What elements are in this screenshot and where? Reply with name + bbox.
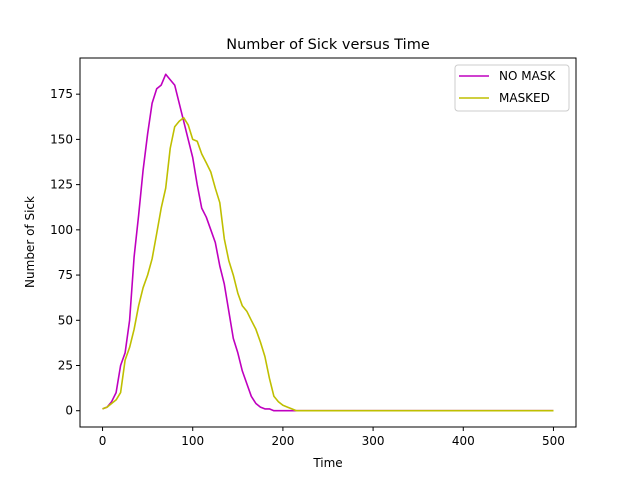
- x-axis: 0 100 200 300 400 500: [99, 427, 565, 448]
- legend-label: NO MASK: [499, 69, 556, 83]
- y-tick-label: 50: [58, 313, 73, 327]
- x-tick-label: 500: [542, 434, 565, 448]
- x-tick-label: 400: [452, 434, 475, 448]
- y-tick-label: 0: [65, 404, 73, 418]
- plot-frame: [79, 57, 577, 428]
- y-tick-label: 25: [58, 359, 73, 373]
- y-axis: 0 25 50 75 100 125 150 175: [50, 87, 80, 418]
- y-tick-label: 125: [50, 178, 73, 192]
- y-tick-label: 100: [50, 223, 73, 237]
- x-axis-label: Time: [312, 456, 342, 470]
- x-tick-label: 200: [271, 434, 294, 448]
- x-tick-label: 300: [362, 434, 385, 448]
- series-lines: [102, 73, 554, 412]
- x-tick-label: 0: [99, 434, 107, 448]
- y-tick-label: 150: [50, 132, 73, 146]
- x-tick-label: 100: [181, 434, 204, 448]
- legend: NO MASK MASKED: [454, 64, 570, 112]
- series-line-masked: [102, 116, 554, 412]
- chart-title: Number of Sick versus Time: [226, 37, 430, 53]
- legend-label: MASKED: [499, 91, 550, 105]
- y-tick-label: 75: [58, 268, 73, 282]
- y-tick-label: 175: [50, 87, 73, 101]
- y-axis-label: Number of Sick: [23, 196, 37, 288]
- series-line-no-mask: [102, 73, 554, 412]
